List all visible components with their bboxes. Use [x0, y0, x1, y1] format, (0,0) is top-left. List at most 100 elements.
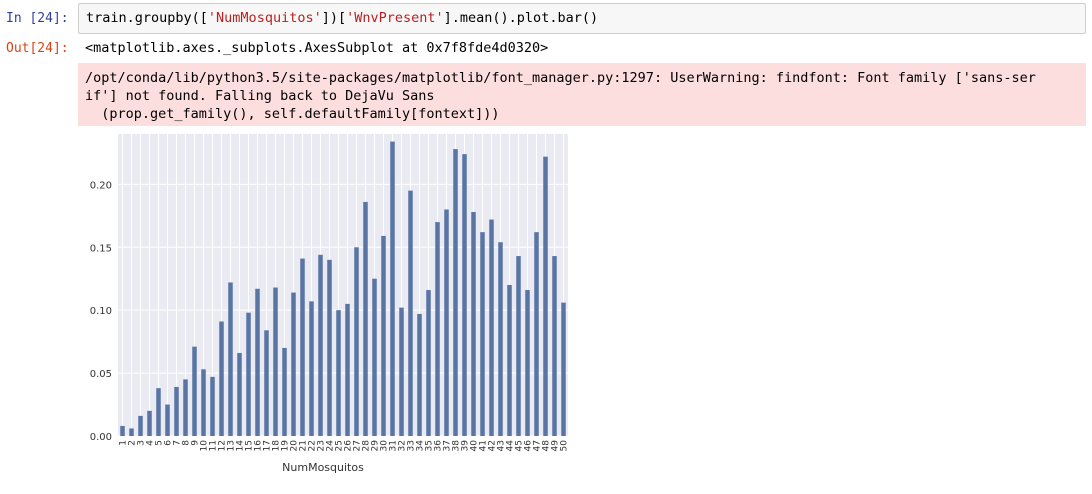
code-token: train.groupby([: [86, 10, 208, 26]
bar: [390, 141, 395, 437]
code-token: ].mean().plot.bar(): [443, 10, 599, 26]
x-tick-label: 28: [362, 440, 372, 452]
x-tick-label: 26: [344, 440, 354, 452]
x-tick-label: 19: [281, 440, 291, 452]
bar: [147, 410, 152, 436]
bar: [192, 346, 197, 436]
code-string-token: 'NumMosquitos': [207, 10, 322, 26]
code-line[interactable]: train.groupby(['NumMosquitos'])['WnvPres…: [86, 10, 598, 26]
bar: [255, 288, 260, 436]
x-tick-label: 5: [155, 440, 165, 446]
y-tick-label: 0.00: [90, 432, 112, 443]
bar: [435, 222, 440, 436]
stderr-line: if'] not found. Falling back to DejaVu S…: [85, 88, 435, 104]
bar: [498, 242, 503, 436]
x-tick-label: 8: [182, 440, 192, 446]
x-tick-label: 38: [452, 440, 462, 452]
x-tick-label: 7: [173, 440, 183, 446]
bar: [381, 235, 386, 436]
bar: [237, 352, 242, 436]
bar: [219, 321, 224, 436]
x-tick-label: 16: [254, 440, 264, 452]
x-tick-label: 25: [335, 440, 345, 451]
output-prompt: Out[24]:: [6, 41, 69, 56]
x-tick-label: 3: [137, 440, 147, 446]
bar: [210, 376, 215, 436]
x-tick-label: 4: [146, 440, 156, 446]
bar-chart: 0.000.050.100.150.201 2 3 4 5 6 7 8 9 10 11 12 13 14 1…: [90, 134, 570, 474]
stderr-warning-box: /opt/conda/lib/python3.5/site-packages/m…: [78, 63, 1086, 126]
bar: [282, 347, 287, 436]
x-tick-label: 1: [119, 440, 129, 446]
bar: [291, 292, 296, 436]
x-tick-label: 45: [515, 440, 525, 451]
x-tick-label: 33: [407, 440, 417, 451]
x-tick-label: 43: [497, 440, 507, 451]
bar: [507, 285, 512, 436]
bar: [327, 259, 332, 436]
bar: [138, 415, 143, 436]
output-repr-text: <matplotlib.axes._subplots.AxesSubplot a…: [85, 40, 549, 56]
x-tick-label: 15: [245, 440, 255, 451]
x-tick-label: 27: [353, 440, 363, 451]
stderr-line: /opt/conda/lib/python3.5/site-packages/m…: [85, 70, 1036, 86]
bar: [120, 425, 125, 436]
bar: [309, 301, 314, 436]
x-tick-label: 39: [461, 440, 471, 452]
bar: [471, 212, 476, 436]
x-tick-label: 12: [218, 440, 228, 451]
x-tick-label: 32: [398, 440, 408, 451]
bar: [264, 330, 269, 436]
x-tick-label: 22: [308, 440, 318, 451]
x-tick-label: 30: [380, 440, 390, 452]
x-tick-label: 14: [236, 440, 246, 452]
x-tick-label: 2: [128, 440, 138, 446]
y-tick-label: 0.15: [90, 243, 112, 254]
x-tick-label: 34: [416, 440, 426, 452]
x-tick-label: 40: [470, 440, 480, 452]
x-tick-label: 37: [443, 440, 453, 451]
bar: [444, 209, 449, 436]
x-tick-label: 36: [434, 440, 444, 452]
bar: [516, 256, 521, 436]
x-tick-label: 24: [326, 440, 336, 452]
bar: [489, 219, 494, 436]
y-tick-label: 0.05: [90, 369, 112, 380]
x-tick-label: 29: [371, 440, 381, 452]
bar: [417, 313, 422, 436]
stderr-line: (prop.get_family(), self.defaultFamily[f…: [85, 106, 500, 122]
bar: [534, 232, 539, 436]
x-tick-label: 42: [488, 440, 498, 451]
x-tick-label: 50: [560, 440, 570, 452]
bar: [399, 307, 404, 436]
x-tick-label: 35: [425, 440, 435, 451]
bar: [462, 154, 467, 436]
bar: [156, 388, 161, 436]
bar: [183, 379, 188, 436]
bar: [561, 302, 566, 436]
bar: [345, 303, 350, 436]
bar: [363, 201, 368, 436]
bar: [318, 254, 323, 436]
x-tick-label: 21: [299, 440, 309, 451]
bar: [525, 290, 530, 436]
x-tick-label: 41: [479, 440, 489, 451]
bar: [453, 149, 458, 436]
x-tick-label: 17: [263, 440, 273, 451]
x-tick-label: 31: [389, 440, 399, 451]
bar: [201, 369, 206, 436]
x-tick-label: 23: [317, 440, 327, 451]
x-tick-label: 10: [200, 440, 210, 452]
bar: [372, 278, 377, 436]
x-axis-label: NumMosquitos: [282, 461, 364, 474]
x-tick-label: 48: [542, 440, 552, 452]
bar: [273, 287, 278, 436]
bar: [354, 247, 359, 436]
code-input-area[interactable]: train.groupby(['NumMosquitos'])['WnvPres…: [78, 3, 1086, 34]
bar: [300, 258, 305, 436]
y-tick-label: 0.20: [90, 180, 112, 191]
x-tick-label: 47: [533, 440, 543, 451]
bar: [336, 310, 341, 436]
code-string-token: 'WnvPresent': [346, 10, 444, 26]
x-tick-label: 9: [191, 440, 201, 446]
